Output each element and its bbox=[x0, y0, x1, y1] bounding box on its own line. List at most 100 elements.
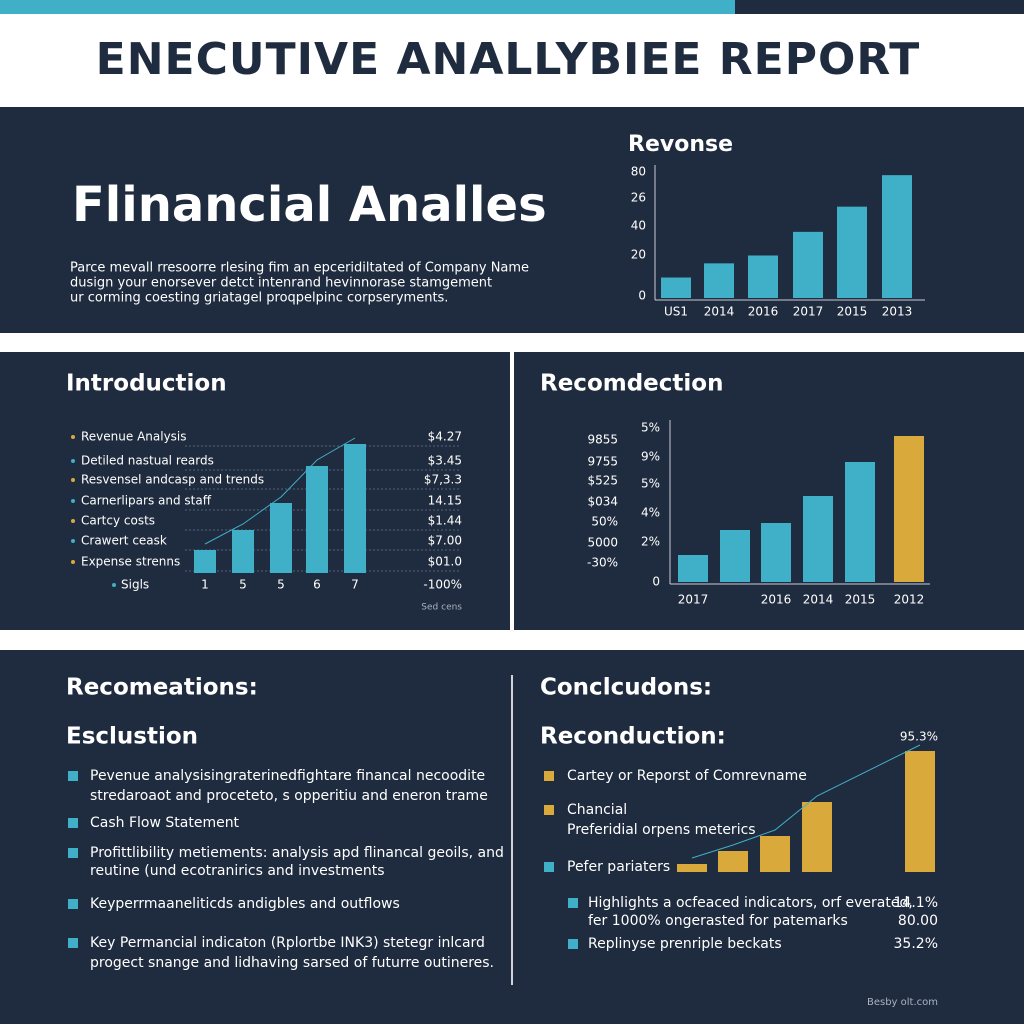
bar bbox=[306, 466, 328, 573]
x-tick-label: 2017 bbox=[678, 593, 709, 607]
section-subtitle: Reconduction: bbox=[540, 724, 726, 750]
hero-title: Flinancial Analles bbox=[72, 177, 547, 233]
bar bbox=[845, 462, 875, 582]
chart-label: 95.3% bbox=[900, 730, 938, 744]
section-title: Introduction bbox=[66, 371, 227, 397]
axis-label: $034 bbox=[587, 495, 618, 509]
item-text: Profittlibility metiements: analysis apd… bbox=[90, 845, 504, 861]
bar bbox=[760, 836, 790, 872]
item-text: fer 1000% ongerasted for patemarks bbox=[588, 913, 848, 929]
row-label: Expense strenns bbox=[81, 555, 180, 569]
item-text: Chancial bbox=[567, 802, 627, 818]
row-label: Revenue Analysis bbox=[81, 430, 187, 444]
hero-text: dusign your enorsever detct intenrand he… bbox=[70, 276, 492, 291]
intro-panel bbox=[0, 352, 510, 630]
bullet bbox=[71, 459, 75, 463]
x-tick-label: 5 bbox=[277, 578, 285, 592]
footer: Besby olt.com bbox=[867, 997, 938, 1008]
bullet bbox=[71, 539, 75, 543]
bar bbox=[718, 851, 748, 872]
row-value: $01.0 bbox=[428, 555, 462, 569]
item-text: stredaroaot and proceteto, s opperitiu a… bbox=[90, 788, 488, 804]
bar bbox=[678, 555, 708, 582]
bullet bbox=[71, 478, 75, 482]
y-tick-label: 5% bbox=[641, 477, 660, 491]
item-text: Replinyse prenriple beckats bbox=[588, 936, 782, 952]
header-title: ENECUTIVE ANALLYBIEE REPORT bbox=[96, 34, 921, 85]
axis-label: 50% bbox=[591, 515, 618, 529]
bullet bbox=[68, 818, 78, 828]
item-value: 80.00 bbox=[898, 913, 938, 929]
row-label: Cartcy costs bbox=[81, 514, 155, 528]
x-tick-label: 2013 bbox=[882, 305, 913, 319]
bullet bbox=[71, 435, 75, 439]
bar bbox=[194, 550, 216, 573]
item-text: reutine (und ecotranirics and investment… bbox=[90, 863, 385, 879]
x-tick-label: 2016 bbox=[761, 593, 792, 607]
hero-text: Parce mevall rresoorre rlesing fim an ep… bbox=[70, 261, 529, 276]
bar bbox=[793, 231, 823, 298]
y-tick-label: 40 bbox=[631, 219, 646, 233]
bullet bbox=[112, 583, 116, 587]
x-tick-label: 2014 bbox=[704, 305, 735, 319]
x-tick-label: 5 bbox=[239, 578, 247, 592]
bar bbox=[761, 523, 791, 582]
row-label: Resvensel andcasp and trends bbox=[81, 473, 264, 487]
x-tick-label: 2015 bbox=[845, 593, 876, 607]
item-text: Preferidial orpens meterics bbox=[567, 822, 756, 838]
y-tick-label: 80 bbox=[631, 165, 646, 179]
bar bbox=[802, 802, 832, 872]
row-value: $4.27 bbox=[428, 430, 462, 444]
bar bbox=[720, 530, 750, 582]
y-tick-label: 0 bbox=[638, 289, 646, 303]
x-tick-label: 1 bbox=[201, 578, 209, 592]
bar bbox=[661, 277, 691, 298]
x-tick-label: 2015 bbox=[837, 305, 868, 319]
bar bbox=[905, 751, 935, 872]
bar bbox=[270, 503, 292, 573]
row-label: Crawert ceask bbox=[81, 534, 167, 548]
bullet bbox=[71, 519, 75, 523]
axis-label: 5000 bbox=[587, 536, 618, 550]
bar bbox=[704, 263, 734, 298]
bullet bbox=[68, 938, 78, 948]
y-tick-label: 20 bbox=[631, 248, 646, 262]
axis-label: -30% bbox=[587, 556, 618, 570]
section-title: Recomdection bbox=[540, 371, 723, 397]
x-tick-label: US1 bbox=[664, 305, 688, 319]
bar bbox=[894, 436, 924, 582]
bar bbox=[748, 255, 778, 298]
row-value: 14.15 bbox=[428, 494, 462, 508]
header-strip-dark bbox=[735, 0, 1024, 14]
y-tick-label: 0 bbox=[652, 575, 660, 589]
y-tick-label: 26 bbox=[631, 191, 646, 205]
bullet bbox=[568, 898, 578, 908]
row-label: Sigls bbox=[121, 578, 149, 592]
x-tick-label: 2017 bbox=[793, 305, 824, 319]
y-tick-label: 5% bbox=[641, 421, 660, 435]
row-label: Detiled nastual reards bbox=[81, 454, 214, 468]
trend-line bbox=[691, 744, 921, 859]
item-text: Key Permancial indicaton (Rplortbe INK3)… bbox=[90, 935, 485, 951]
section-title: Conclcudons: bbox=[540, 675, 712, 701]
axis-label: 9755 bbox=[587, 455, 618, 469]
item-text: Cartey or Reporst of Comrevname bbox=[567, 768, 807, 784]
bullet bbox=[71, 499, 75, 503]
bullet bbox=[68, 848, 78, 858]
bullet bbox=[568, 939, 578, 949]
row-value: -100% bbox=[423, 578, 462, 592]
y-tick-label: 2% bbox=[641, 535, 660, 549]
item-text: Pevenue analysisingraterinedfightare fin… bbox=[90, 768, 485, 784]
axis-label: 9855 bbox=[587, 433, 618, 447]
x-tick-label: 2012 bbox=[894, 593, 925, 607]
note: Sed cens bbox=[421, 603, 462, 613]
header-strip bbox=[0, 0, 735, 14]
item-text: Highlights a ocfeaced indicators, orf ev… bbox=[588, 895, 913, 911]
axis-label: $525 bbox=[587, 474, 618, 488]
item-text: progect snange and lidhaving sarsed of f… bbox=[90, 955, 494, 971]
x-tick-label: 2016 bbox=[748, 305, 779, 319]
bullet bbox=[544, 862, 554, 872]
bullet bbox=[68, 899, 78, 909]
row-value: $7,3.3 bbox=[424, 473, 462, 487]
